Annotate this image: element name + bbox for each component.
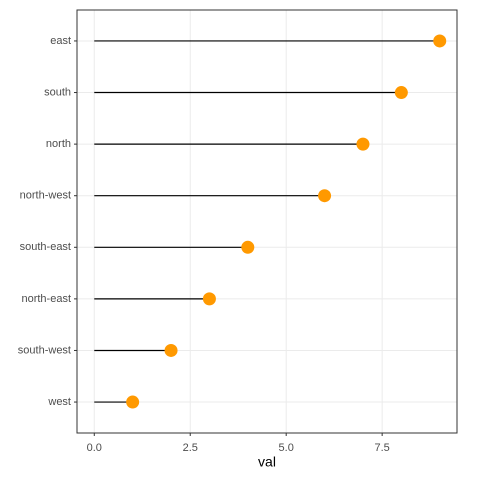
- dot: [126, 395, 140, 409]
- y-tick-label: north-east: [21, 293, 71, 305]
- y-tick-label: south-east: [20, 241, 71, 253]
- panel-border: [76, 9, 458, 434]
- y-tick-label: north: [46, 138, 71, 150]
- y-tick-label: west: [47, 396, 71, 408]
- dot: [164, 343, 178, 357]
- y-tick-label: east: [50, 35, 71, 47]
- x-tick-label: 7.5: [375, 442, 390, 454]
- x-tick-label: 5.0: [279, 442, 294, 454]
- y-tick-label: south: [44, 86, 71, 98]
- dot: [202, 292, 216, 306]
- dot: [318, 189, 332, 203]
- dot: [394, 86, 408, 100]
- y-tick-label: south-west: [18, 344, 71, 356]
- dot: [356, 137, 370, 151]
- dot: [241, 240, 255, 254]
- y-tick-label: north-west: [20, 190, 71, 202]
- dot: [433, 34, 447, 48]
- x-tick-label: 2.5: [183, 442, 198, 454]
- x-tick-label: 0.0: [87, 442, 102, 454]
- x-axis-title: val: [258, 454, 276, 470]
